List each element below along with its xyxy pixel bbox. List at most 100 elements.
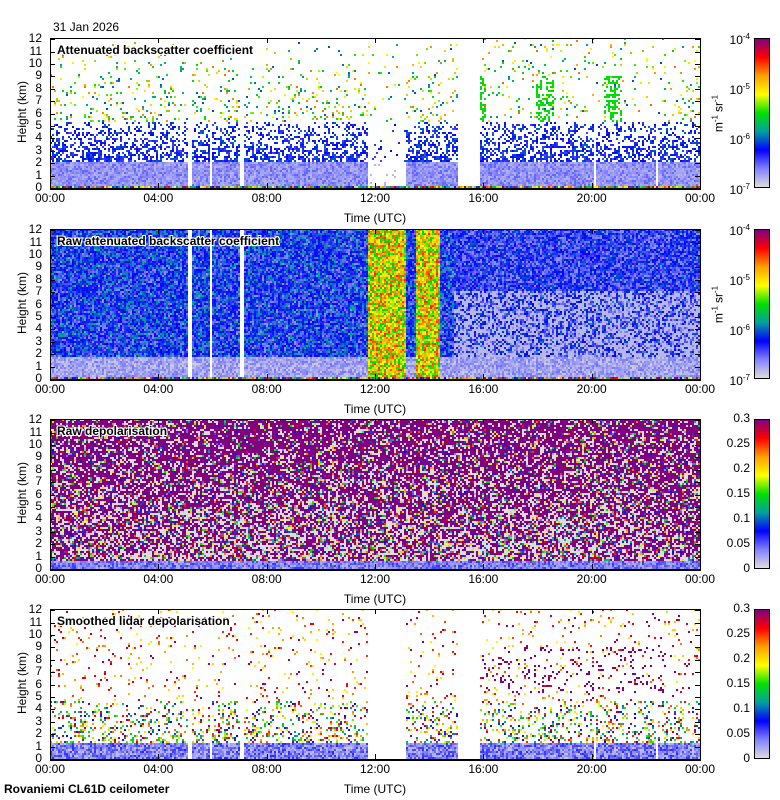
y-tick-mark xyxy=(695,734,700,736)
y-tick-mark xyxy=(695,267,700,269)
y-tick-mark xyxy=(50,420,55,422)
x-tick-label: 04:00 xyxy=(143,191,174,205)
x-tick-mark xyxy=(700,754,701,759)
y-tick-label: 1 xyxy=(35,358,42,373)
colorbar-tick-label: 0.3 xyxy=(710,602,750,614)
y-tick-label: 0 xyxy=(35,561,42,575)
unit-part: -1 xyxy=(710,115,720,123)
y-tick-mark xyxy=(695,175,700,177)
y-tick-label: 2 xyxy=(35,155,42,170)
x-axis-label: Time (UTC) xyxy=(343,782,407,796)
y-tick-mark xyxy=(695,494,700,496)
y-tick-mark xyxy=(695,519,700,521)
tick-base: 10 xyxy=(729,133,743,147)
colorbar-tick-label: 0.15 xyxy=(710,677,750,689)
y-tick-mark xyxy=(50,317,55,318)
y-tick-label: 6 xyxy=(35,486,42,501)
y-tick-mark xyxy=(50,569,55,570)
x-tick-mark xyxy=(158,183,160,188)
y-tick-mark xyxy=(50,531,55,533)
y-tick-mark xyxy=(50,494,55,496)
y-tick-mark xyxy=(695,482,700,484)
y-tick-mark xyxy=(50,746,55,748)
y-tick-label: 10 xyxy=(28,247,42,261)
y-tick-label: 6 xyxy=(35,296,42,311)
x-tick-mark xyxy=(266,38,268,43)
tick-base: 10 xyxy=(729,83,743,97)
tick-base: 0.05 xyxy=(726,536,750,550)
x-tick-mark xyxy=(266,564,268,569)
y-tick-label: 3 xyxy=(35,142,42,157)
y-tick-label: 0 xyxy=(35,180,42,194)
y-tick-mark xyxy=(695,445,700,446)
y-tick-mark xyxy=(50,469,55,471)
y-tick-label: 5 xyxy=(35,118,42,132)
x-tick-mark xyxy=(591,754,593,759)
y-tick-label: 3 xyxy=(35,523,42,538)
y-tick-mark xyxy=(50,292,55,294)
y-tick-mark xyxy=(50,113,55,115)
y-tick-mark xyxy=(50,721,55,723)
y-tick-label: 10 xyxy=(28,437,42,451)
plot-area-1: Raw attenuated backscatter coefficient xyxy=(50,229,701,381)
x-tick-label: 16:00 xyxy=(468,572,499,586)
tick-base: 10 xyxy=(729,374,743,388)
y-tick-mark xyxy=(50,354,55,356)
y-tick-mark xyxy=(695,341,700,343)
y-tick-label: 7 xyxy=(35,93,42,108)
y-tick-mark xyxy=(695,746,700,748)
y-tick-label: 7 xyxy=(35,664,42,679)
x-tick-mark xyxy=(700,229,701,234)
y-tick-mark xyxy=(695,759,700,760)
y-tick-mark xyxy=(50,39,55,41)
y-tick-label: 4 xyxy=(35,321,42,336)
x-tick-label: 00:00 xyxy=(684,762,716,776)
x-tick-mark xyxy=(483,374,485,379)
colorbar-tick-label: 0.1 xyxy=(710,702,750,714)
y-tick-label: 8 xyxy=(35,651,42,666)
x-tick-mark xyxy=(700,38,701,43)
x-tick-mark xyxy=(700,564,701,569)
y-tick-mark xyxy=(50,126,55,127)
x-tick-mark xyxy=(158,564,160,569)
y-tick-label: 9 xyxy=(35,68,42,83)
x-tick-mark xyxy=(591,374,593,379)
y-tick-mark xyxy=(50,64,55,65)
x-tick-label: 16:00 xyxy=(468,762,499,776)
y-tick-mark xyxy=(50,635,55,636)
x-tick-mark xyxy=(483,609,485,614)
y-tick-mark xyxy=(50,647,55,649)
y-tick-label: 11 xyxy=(29,424,42,439)
y-tick-label: 9 xyxy=(35,639,42,654)
x-tick-label: 00:00 xyxy=(34,762,66,776)
y-axis-label: Height (km) xyxy=(15,652,29,715)
x-tick-mark xyxy=(700,609,701,614)
y-tick-mark xyxy=(695,255,700,256)
y-tick-mark xyxy=(50,101,55,103)
x-tick-mark xyxy=(700,419,701,424)
unit-part: m xyxy=(711,313,726,324)
y-tick-mark xyxy=(695,379,700,380)
y-tick-mark xyxy=(50,304,55,306)
y-tick-mark xyxy=(695,242,700,244)
x-tick-mark xyxy=(483,38,485,43)
tick-base: 0.25 xyxy=(726,626,750,640)
y-tick-label: 5 xyxy=(35,309,42,323)
tick-exponent: -5 xyxy=(742,273,750,282)
colorbar xyxy=(754,419,770,569)
x-axis-label: Time (UTC) xyxy=(343,592,407,606)
x-tick-label: 12:00 xyxy=(359,762,391,776)
colorbar-tick-label: 0.15 xyxy=(710,487,750,499)
y-tick-mark xyxy=(50,267,55,269)
colorbar-tick-label: 10-5 xyxy=(710,272,750,287)
colorbar-tick-label: 10-5 xyxy=(710,81,750,96)
y-tick-mark xyxy=(50,544,55,546)
y-tick-mark xyxy=(50,432,55,434)
x-tick-label: 16:00 xyxy=(468,191,499,205)
colorbar xyxy=(754,609,770,759)
tick-base: 0.3 xyxy=(733,601,750,615)
x-tick-mark xyxy=(50,229,51,234)
x-tick-label: 04:00 xyxy=(143,572,174,586)
y-tick-mark xyxy=(695,457,700,459)
y-tick-mark xyxy=(50,255,55,256)
